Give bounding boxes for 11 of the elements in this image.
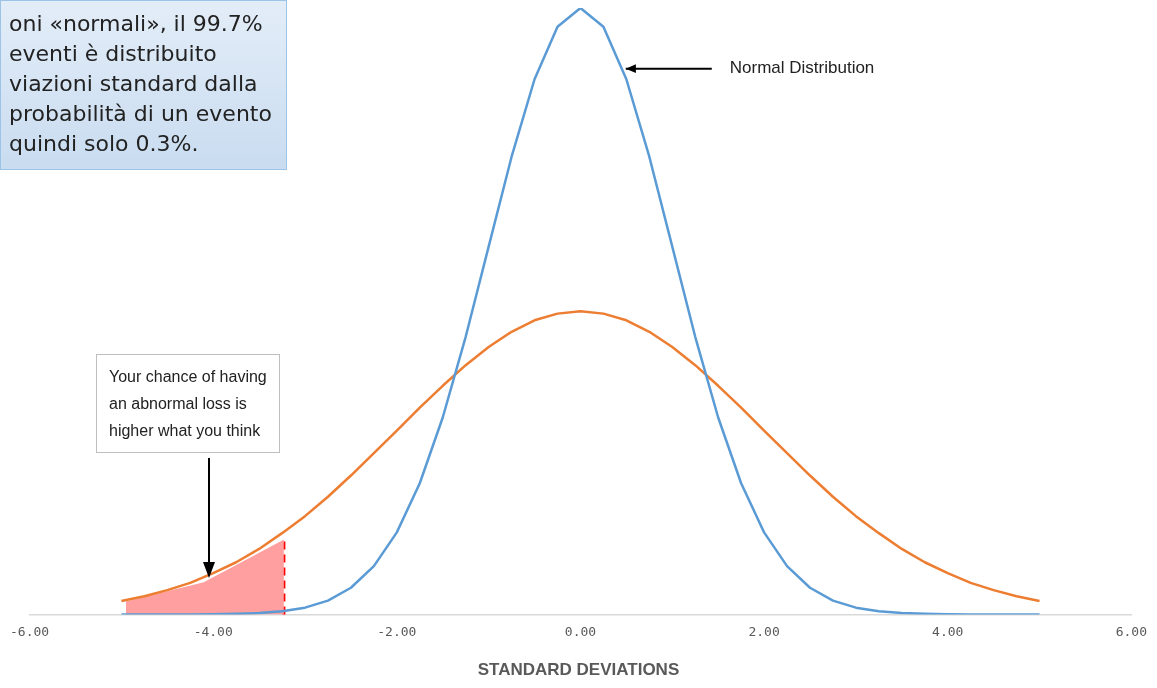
x-tick-label: 2.00	[748, 623, 780, 639]
x-tick-label: 4.00	[932, 623, 964, 639]
x-axis-title: STANDARD DEVIATIONS	[476, 660, 681, 680]
x-tick-label: -2.00	[377, 623, 417, 639]
x-tick-label: -6.00	[10, 623, 50, 639]
annotation: Normal Distribution	[729, 58, 875, 78]
x-tick-label: -4.00	[193, 623, 233, 639]
annotation: Your chance of having an abnormal loss is higher what you think	[96, 354, 280, 453]
annotation: oni «normali», il 99.7% eventi è distribuito viazioni standard dalla probabilità di un evento quindi solo 0.3%.	[0, 0, 287, 170]
x-tick-label: 6.00	[1115, 623, 1147, 639]
x-tick-label: 0.00	[564, 623, 597, 639]
